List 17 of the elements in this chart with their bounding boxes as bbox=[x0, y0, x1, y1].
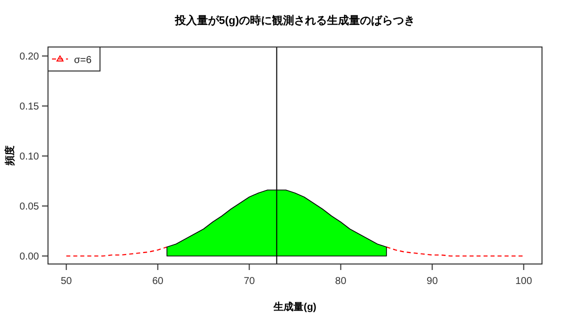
y-tick-label: 0.20 bbox=[20, 52, 40, 62]
x-tick-label: 70 bbox=[244, 276, 256, 287]
line-series bbox=[386, 246, 524, 257]
legend-label: σ=6 bbox=[74, 55, 92, 66]
x-tick-label: 100 bbox=[515, 276, 532, 287]
chart-title: 投入量が5(g)の時に観測される生成量のばらつき bbox=[174, 14, 416, 27]
x-tick-label: 60 bbox=[152, 276, 164, 287]
y-tick-label: 0.10 bbox=[20, 152, 40, 162]
x-tick-label: 50 bbox=[60, 276, 72, 287]
y-tick-label: 0.05 bbox=[20, 202, 40, 212]
x-tick-label: 90 bbox=[426, 276, 438, 287]
x-axis-title: 生成量(g) bbox=[272, 301, 316, 313]
y-tick-label: 0.15 bbox=[20, 102, 40, 112]
line-series bbox=[66, 246, 168, 257]
y-tick-label: 0.00 bbox=[20, 252, 40, 262]
x-tick-label: 80 bbox=[335, 276, 347, 287]
y-axis-title: 頻度 bbox=[4, 146, 16, 166]
